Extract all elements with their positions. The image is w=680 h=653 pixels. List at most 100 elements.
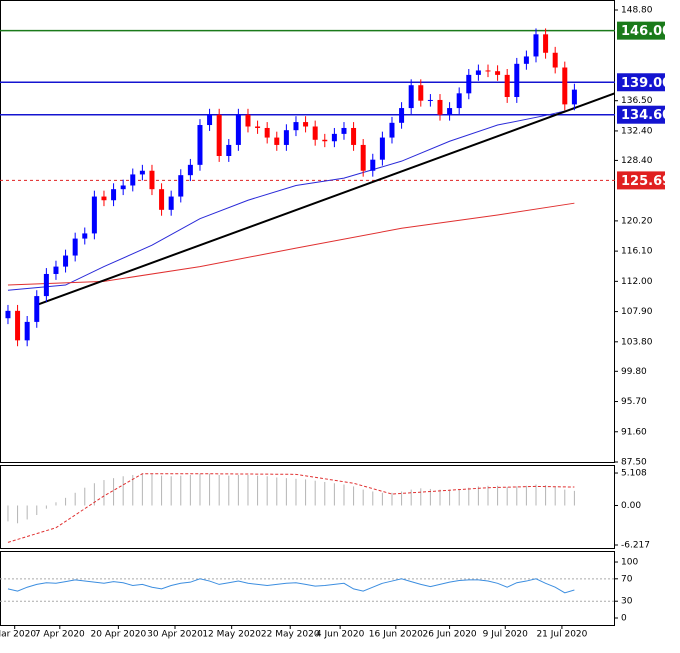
y-tick-label: 136.50 [621,96,653,106]
candle-body [523,56,529,64]
y-tick-label: 91.60 [621,427,647,437]
candle-body [264,127,270,138]
candle-body [399,108,405,123]
y-tick-label: 70 [621,574,633,584]
candle-body [370,159,376,171]
candle-body [514,63,520,98]
candle-body [34,296,40,322]
rsi-panel-frame [0,551,615,626]
candle-body [408,85,414,109]
candle-body [130,174,136,186]
y-tick-label: 103.80 [621,337,653,347]
macd-panel-frame [0,465,615,549]
candle-body [159,189,165,210]
x-tick-label: 4 Jun 2020 [316,630,365,640]
candle-body [187,164,193,176]
candle-body [15,310,21,341]
candle-body [389,122,395,138]
candle-body [24,321,30,341]
x-tick-label: 12 May 2020 [202,630,261,640]
candle-body [351,127,357,145]
y-tick-label: 148.80 [621,6,653,16]
main-panel-frame [0,0,615,463]
candle-body [43,273,49,297]
level-label-box [617,171,665,190]
candle-body [475,70,481,75]
candle-body [312,126,318,140]
x-tick-label: 21 Jul 2020 [536,630,587,640]
candle-body [571,89,577,105]
y-tick-label: 0.00 [621,501,641,511]
y-tick-label: 132.40 [621,126,653,136]
candle-body [178,175,184,197]
level-label-box [617,73,665,92]
candle-body [139,170,145,175]
candle-body [5,310,11,319]
candle-body [72,238,78,256]
candle-body [447,108,453,115]
x-tick-label: 20 Apr 2020 [91,630,147,640]
candle-body [360,144,366,171]
y-tick-label: 0 [621,614,627,624]
candle-body [379,137,385,160]
candle-body [197,125,203,165]
overlay-line [36,92,616,306]
candle-body [437,99,443,115]
candle-body [111,189,117,201]
x-tick-label: Mar 2020 [0,630,36,640]
y-tick-label: 120.20 [621,216,653,226]
candle-body [341,127,347,134]
candle-body [91,196,97,234]
candle-body [168,196,174,210]
candle-body [274,137,280,145]
candle-body [552,52,558,68]
level-label: 125.69 [621,174,671,189]
candle-body [331,133,337,142]
x-tick-label: 30 Apr 2020 [147,630,203,640]
y-tick-label: 95.70 [621,397,647,407]
candle-body [82,233,88,239]
x-tick-label: 16 Jun 2020 [369,630,423,640]
x-tick-label: 22 May 2020 [261,630,320,640]
candle-body [63,255,69,267]
y-tick-label: 107.90 [621,307,653,317]
candle-body [245,114,251,127]
candle-body [226,144,232,156]
candle-body [101,196,107,201]
candle-body [466,74,472,94]
level-label: 134.60 [621,108,671,123]
candle-body [495,71,501,75]
candle-body [322,139,328,142]
candle-body [120,185,126,190]
candle-body [456,93,462,109]
candle-body [283,130,289,145]
y-tick-label: 87.50 [621,458,647,468]
x-tick-label: 9 Jul 2020 [483,630,528,640]
candle-body [533,34,539,57]
level-label-box [617,21,665,40]
candle-body [235,114,241,145]
level-label-box [617,105,665,124]
candle-body [255,126,261,128]
candle-body [216,114,222,156]
candle-body [562,67,568,105]
y-tick-label: 116.10 [621,247,653,257]
overlay-line [7,108,575,291]
candle-body [149,170,155,190]
y-tick-label: 128.40 [621,156,653,166]
x-tick-label: 7 Apr 2020 [35,630,85,640]
candle-body [485,70,491,72]
rsi-line [7,578,575,594]
candle-body [293,122,299,131]
y-tick-label: 99.80 [621,367,647,377]
y-tick-label: 100 [621,558,638,568]
candle-body [543,34,549,53]
y-tick-label: 30 [621,597,633,607]
y-tick-label: -6.217 [621,540,650,550]
candle-body [207,114,213,126]
candle-body [418,85,424,101]
level-label: 146.00 [621,24,671,39]
x-tick-label: 26 Jun 2020 [423,630,477,640]
